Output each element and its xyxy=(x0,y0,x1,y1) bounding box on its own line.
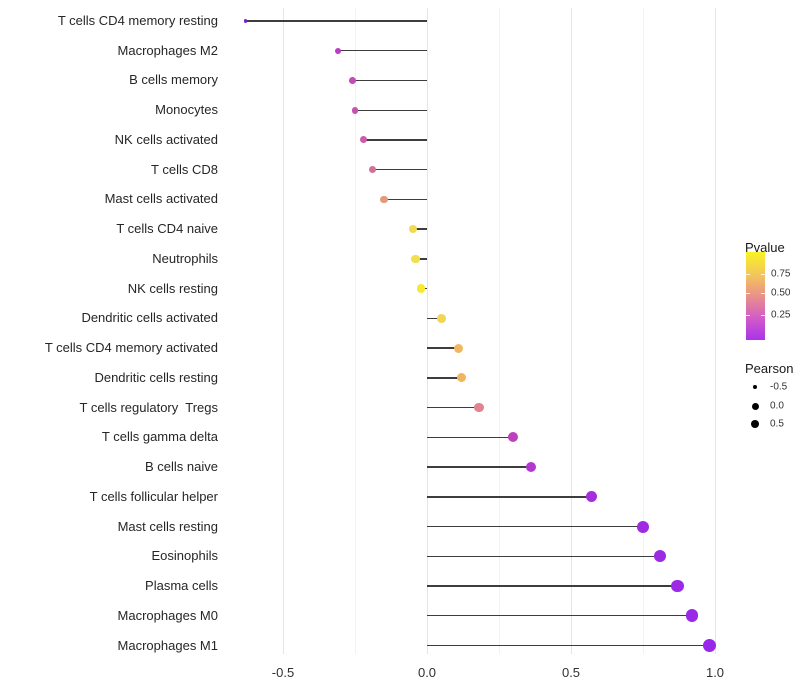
lollipop-stick xyxy=(383,198,427,201)
lollipop-stick xyxy=(363,139,427,141)
lollipop-stick xyxy=(427,496,592,498)
y-axis-label: Plasma cells xyxy=(145,578,218,594)
lollipop-dot xyxy=(671,579,684,593)
lollipop-dot xyxy=(334,47,341,54)
lollipop-dot xyxy=(417,284,426,293)
lollipop-stick xyxy=(355,109,427,111)
y-axis-label: Macrophages M2 xyxy=(117,42,218,58)
minor-gridline xyxy=(643,8,644,654)
lollipop-stick xyxy=(245,20,427,22)
pearson-size-label: -0.5 xyxy=(770,381,788,393)
lollipop-stick xyxy=(427,615,692,617)
y-axis-label: T cells follicular helper xyxy=(89,488,218,504)
y-axis-label: B cells memory xyxy=(129,72,218,88)
pvalue-tick-mark xyxy=(746,314,750,316)
lollipop-dot xyxy=(525,461,536,473)
major-gridline xyxy=(283,8,284,654)
lollipop-dot xyxy=(474,402,484,413)
lollipop-stick xyxy=(352,79,427,82)
lollipop-dot xyxy=(702,639,716,652)
pvalue-tick-mark xyxy=(746,292,750,294)
lollipop-dot xyxy=(454,343,464,353)
lollipop-dot xyxy=(585,491,597,503)
x-axis-tick-label: -0.5 xyxy=(271,665,295,680)
x-axis-tick-label: 0.0 xyxy=(417,665,437,680)
y-axis-label: Dendritic cells resting xyxy=(94,369,218,385)
y-axis-label: Eosinophils xyxy=(151,548,219,564)
lollipop-stick xyxy=(427,436,514,439)
y-axis-label: Mast cells resting xyxy=(117,518,218,534)
lollipop-dot xyxy=(360,136,368,144)
y-axis-label: Mast cells activated xyxy=(104,191,218,207)
pvalue-legend-title: Pvalue xyxy=(745,240,785,255)
lollipop-dot xyxy=(351,106,359,114)
y-axis-label: Macrophages M0 xyxy=(117,607,218,623)
y-axis-label: NK cells resting xyxy=(127,280,218,296)
pearson-size-dot xyxy=(751,402,759,410)
pearson-legend-title: Pearson xyxy=(745,361,794,376)
lollipop-dot xyxy=(636,520,650,533)
pvalue-tick-mark xyxy=(761,274,765,275)
lollipop-stick xyxy=(427,406,479,409)
lollipop-dot xyxy=(243,19,248,23)
lollipop-dot xyxy=(654,550,667,563)
lollipop-dot xyxy=(456,373,467,383)
lollipop-dot xyxy=(348,77,356,84)
y-axis-label: T cells CD8 xyxy=(151,161,218,177)
lollipop-stick xyxy=(412,228,427,230)
minor-gridline xyxy=(499,8,500,654)
lollipop-stick xyxy=(415,258,427,260)
lollipop-stick xyxy=(427,377,462,379)
pvalue-tick-mark xyxy=(761,314,765,316)
y-axis-label: T cells gamma delta xyxy=(101,429,218,445)
lollipop-stick xyxy=(372,169,427,171)
pvalue-tick-label: 0.25 xyxy=(771,309,791,321)
lollipop-stick xyxy=(427,555,661,557)
lollipop-dot xyxy=(508,432,519,443)
lollipop-dot xyxy=(437,314,446,323)
major-gridline xyxy=(571,8,572,654)
lollipop-stick xyxy=(427,317,442,320)
lollipop-stick xyxy=(427,347,459,349)
pvalue-tick-label: 0.50 xyxy=(771,287,791,299)
pvalue-tick-mark xyxy=(746,274,750,275)
y-axis-label: Macrophages M1 xyxy=(117,637,218,653)
y-axis-label: T cells CD4 naive xyxy=(116,221,218,237)
lollipop-dot xyxy=(411,254,420,264)
pearson-size-dot xyxy=(750,419,760,429)
x-axis-tick-label: 0.5 xyxy=(561,665,581,680)
y-axis-label: T cells CD4 memory activated xyxy=(44,340,218,356)
pearson-size-label: 0.0 xyxy=(770,400,784,412)
y-axis-label: Neutrophils xyxy=(152,250,218,266)
pvalue-tick-mark xyxy=(761,292,765,294)
lollipop-dot xyxy=(408,225,417,234)
pearson-size-dot xyxy=(752,384,758,390)
y-axis-label: T cells regulatory Tregs xyxy=(79,399,218,415)
y-axis-label: Dendritic cells activated xyxy=(81,310,218,326)
y-axis-label: NK cells activated xyxy=(114,131,218,147)
lollipop-stick xyxy=(427,525,643,528)
y-axis-label: Monocytes xyxy=(155,102,218,118)
major-gridline xyxy=(715,8,716,654)
x-axis-tick-label: 1.0 xyxy=(705,665,725,680)
minor-gridline xyxy=(355,8,356,654)
pearson-size-label: 0.5 xyxy=(770,418,784,430)
pvalue-tick-label: 0.75 xyxy=(771,268,791,280)
lollipop-dot xyxy=(368,166,376,174)
major-gridline xyxy=(427,8,428,654)
y-axis-label: B cells naive xyxy=(145,459,218,475)
lollipop-stick xyxy=(427,585,678,587)
lollipop-stick xyxy=(427,644,710,647)
lollipop-stick xyxy=(337,50,427,52)
lollipop-dot xyxy=(685,609,699,623)
pvalue-gradient-bar xyxy=(746,252,765,340)
y-axis-label: T cells CD4 memory resting xyxy=(57,13,218,28)
lollipop-stick xyxy=(427,466,531,468)
lollipop-dot xyxy=(380,195,388,204)
